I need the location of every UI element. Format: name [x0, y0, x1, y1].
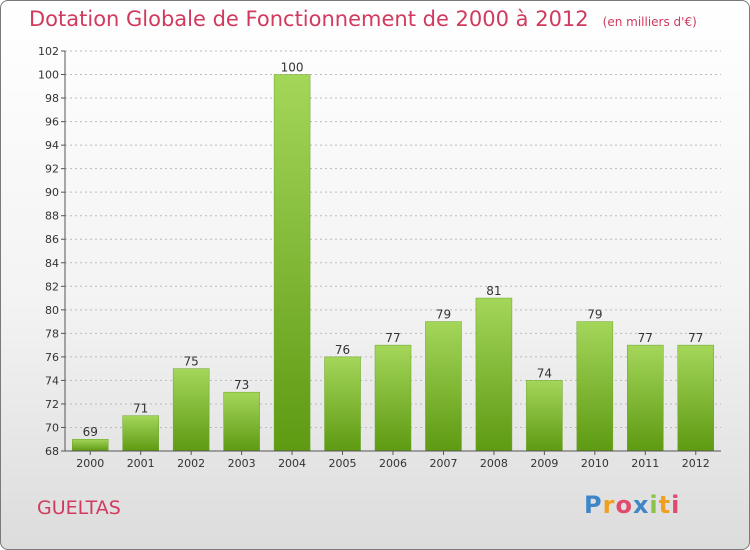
y-tick-label-86: 86 [45, 233, 59, 246]
y-tick-label-78: 78 [45, 327, 59, 340]
bar-2011 [627, 344, 664, 452]
bar-2002 [172, 368, 210, 452]
bar-2010 [576, 321, 614, 452]
chart-unit: (en milliers d'€) [602, 15, 697, 29]
data-label-2001: 71 [133, 402, 148, 416]
y-tick-label-94: 94 [45, 139, 59, 152]
data-label-2004: 100 [281, 61, 304, 75]
logo-letter: i [671, 491, 681, 519]
x-tick-label-2003: 2003 [228, 457, 256, 470]
y-tick-label-70: 70 [45, 421, 59, 434]
proxiti-logo: Proxiti [584, 491, 680, 519]
data-label-2000: 69 [83, 425, 98, 439]
bar-2012 [677, 344, 715, 452]
data-label-2011: 77 [638, 331, 653, 345]
data-label-2007: 79 [436, 308, 451, 322]
y-tick-label-80: 80 [45, 304, 59, 317]
x-tick-label-2005: 2005 [329, 457, 357, 470]
x-tick-label-2012: 2012 [682, 457, 710, 470]
x-tick-label-2011: 2011 [631, 457, 659, 470]
y-tick-label-100: 100 [38, 69, 59, 82]
bars: 69 71 75 73 100 76 77 79 81 74 79 77 77 [71, 61, 715, 452]
chart-title: Dotation Globale de Fonctionnement de 20… [29, 7, 697, 31]
y-tick-label-92: 92 [45, 163, 59, 176]
data-label-2009: 74 [537, 366, 552, 380]
axes: 68 70 72 74 76 78 80 82 84 86 88 90 92 94 96 98 100 102 20… [38, 45, 721, 470]
commune-name: GUELTAS [37, 497, 121, 519]
logo-letter: P [584, 491, 603, 519]
x-tick-label-2001: 2001 [127, 457, 155, 470]
x-tick-label-2008: 2008 [480, 457, 508, 470]
bar-2003 [223, 391, 260, 452]
x-tick-label-2007: 2007 [429, 457, 457, 470]
y-tick-label-90: 90 [45, 186, 59, 199]
logo-letter: r [602, 491, 616, 519]
logo-letter: x [632, 491, 650, 519]
y-tick-label-72: 72 [45, 398, 59, 411]
bar-2007 [425, 321, 462, 452]
data-label-2002: 75 [184, 355, 199, 369]
data-label-2003: 73 [234, 378, 249, 392]
data-label-2005: 76 [335, 343, 350, 357]
y-tick-label-84: 84 [45, 257, 59, 270]
chart-title-text: Dotation Globale de Fonctionnement de 20… [29, 7, 589, 31]
y-tick-label-76: 76 [45, 351, 59, 364]
bar-2000 [71, 438, 109, 452]
y-tick-label-98: 98 [45, 92, 59, 105]
data-label-2010: 79 [587, 308, 602, 322]
data-label-2006: 77 [385, 331, 400, 345]
y-tick-label-82: 82 [45, 280, 59, 293]
bar-2006 [374, 344, 412, 452]
y-tick-label-88: 88 [45, 210, 59, 223]
bar-2009 [526, 380, 563, 452]
data-label-2012: 77 [688, 331, 703, 345]
data-label-2008: 81 [486, 284, 501, 298]
x-tick-label-2009: 2009 [530, 457, 558, 470]
x-tick-label-2004: 2004 [278, 457, 306, 470]
logo-letter: t [658, 491, 672, 519]
bar-2004 [273, 74, 311, 452]
x-tick-label-2000: 2000 [76, 457, 104, 470]
bar-2001 [122, 415, 159, 452]
bar-2005 [324, 356, 361, 452]
x-tick-label-2010: 2010 [581, 457, 609, 470]
logo-letter: i [649, 491, 659, 519]
bar-2008 [475, 297, 513, 452]
y-tick-label-96: 96 [45, 116, 59, 129]
y-tick-label-68: 68 [45, 445, 59, 458]
x-tick-label-2002: 2002 [177, 457, 205, 470]
logo-letter: o [615, 491, 633, 519]
y-tick-label-74: 74 [45, 374, 59, 387]
y-tick-label-102: 102 [38, 45, 59, 58]
x-tick-label-2006: 2006 [379, 457, 407, 470]
